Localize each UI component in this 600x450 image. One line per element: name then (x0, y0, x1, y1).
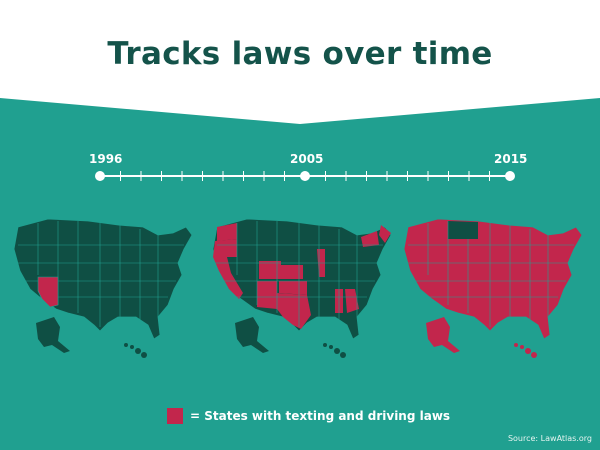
state-california (213, 257, 243, 299)
timeline-year-start: 1996 (89, 152, 123, 166)
state-oregon (213, 239, 237, 257)
state-colorado (259, 261, 281, 279)
timeline-year-end: 2015 (494, 152, 528, 166)
timeline-dot-mid (300, 171, 310, 181)
state-washington (217, 223, 237, 241)
page-title: Tracks laws over time (107, 36, 493, 72)
state-arizona (37, 276, 59, 308)
timeline-dot-end (505, 171, 515, 181)
source-credit: Source: LawAtlas.org (507, 434, 592, 443)
state-new-mexico (257, 281, 277, 309)
state-alaska (235, 317, 269, 353)
us-map-2015 (403, 218, 583, 358)
timeline-year-mid: 2005 (290, 152, 324, 166)
state-hawaii (124, 343, 147, 358)
state-alaska (36, 317, 70, 353)
state-kansas (281, 265, 303, 279)
state-oklahoma (279, 281, 307, 295)
state-hawaii (514, 343, 537, 358)
state-georgia (345, 289, 359, 313)
state-borders (406, 221, 574, 327)
us-mainland (403, 218, 583, 340)
state-texas (277, 293, 311, 329)
us-map-2005 (212, 218, 392, 358)
state-new-york (361, 231, 379, 247)
state-alaska (426, 317, 460, 353)
state-montana (448, 221, 478, 239)
state-maine (379, 225, 391, 243)
us-map-1996 (13, 218, 193, 358)
legend-swatch (167, 408, 183, 424)
state-borders (215, 221, 383, 327)
legend-label: = States with texting and driving laws (190, 409, 451, 423)
state-hawaii (323, 343, 346, 358)
timeline-dot-start (95, 171, 105, 181)
